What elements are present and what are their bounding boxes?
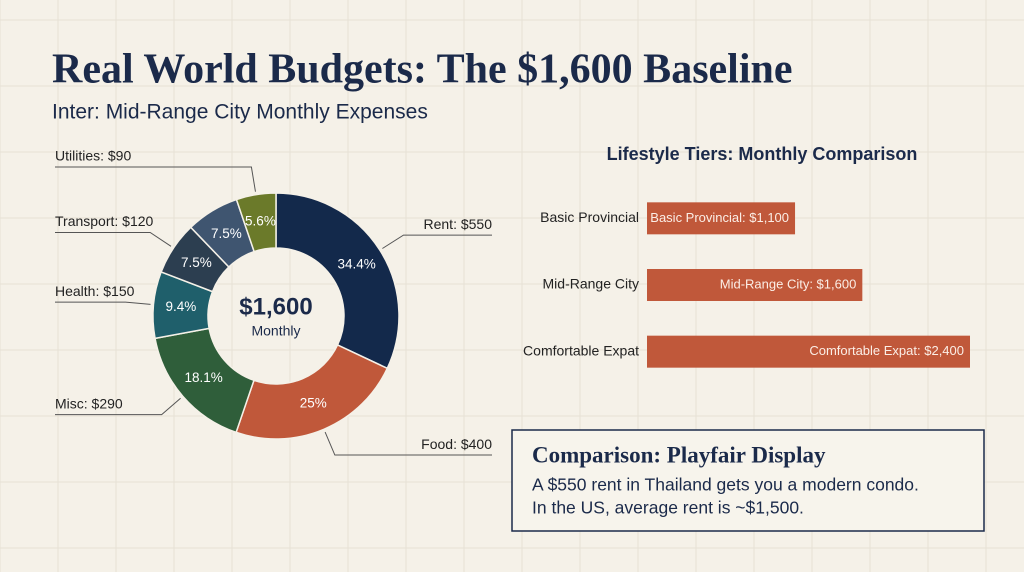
callout-text: A $550 rent in Thailand gets you a moder…: [532, 475, 919, 495]
slice-label: Misc: $290: [55, 395, 123, 411]
bar-value-label: Mid-Range City: $1,600: [720, 276, 857, 291]
donut-slice: [275, 192, 400, 370]
bar-chart-title: Lifestyle Tiers: Monthly Comparison: [607, 144, 918, 164]
donut-slice: [235, 192, 277, 253]
leader-line: [55, 397, 181, 416]
slice-label: Rent: $550: [424, 216, 493, 232]
bar-value-label: Comfortable Expat: $2,400: [809, 343, 964, 358]
donut-slice: [235, 343, 389, 440]
y-tick-label: Mid-Range City: [543, 276, 639, 292]
donut-center-label: Monthly: [251, 323, 300, 339]
slice-label: Food: $400: [421, 436, 492, 452]
page-title: Real World Budgets: The $1,600 Baseline: [52, 47, 793, 93]
y-tick-label: Basic Provincial: [540, 209, 639, 225]
page-subtitle: Inter: Mid-Range City Monthly Expenses: [52, 101, 428, 124]
bar-value-label: Basic Provincial: $1,100: [650, 210, 789, 225]
bar: [647, 335, 970, 368]
bar: [647, 202, 796, 235]
y-tick-label: Comfortable Expat: [523, 342, 639, 358]
slice-percent: 9.4%: [166, 299, 197, 314]
leader-line: [55, 301, 151, 305]
callout-text: In the US, average rent is ~$1,500.: [532, 498, 804, 518]
callout-box: [511, 429, 985, 532]
slice-percent: 34.4%: [337, 256, 375, 271]
slice-percent: 7.5%: [211, 226, 242, 241]
leader-line: [324, 431, 492, 456]
bar: [647, 269, 863, 301]
donut-center-value: $1,600: [239, 293, 312, 320]
callout-title: Comparison: Playfair Display: [532, 442, 826, 467]
slice-label: Utilities: $90: [55, 148, 131, 164]
leader-line: [382, 234, 492, 249]
slice-percent: 25%: [300, 396, 327, 411]
slice-label: Health: $150: [55, 283, 135, 299]
slice-percent: 7.5%: [181, 255, 212, 270]
slice-label: Transport: $120: [55, 213, 154, 229]
slice-percent: 5.6%: [245, 213, 276, 228]
slice-percent: 18.1%: [185, 370, 223, 385]
leader-line: [55, 166, 256, 192]
leader-line: [55, 231, 172, 247]
